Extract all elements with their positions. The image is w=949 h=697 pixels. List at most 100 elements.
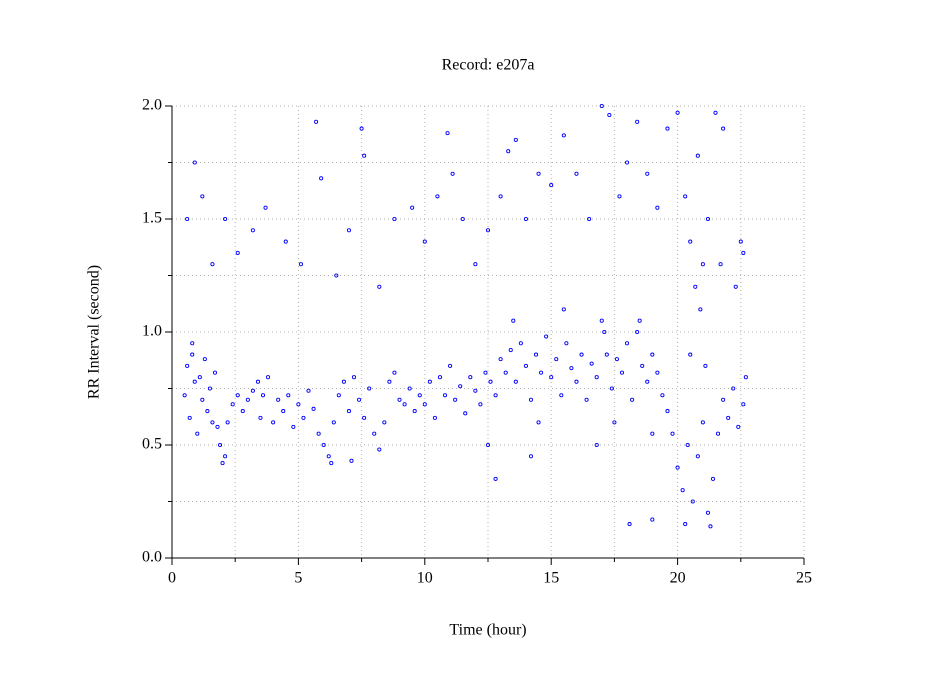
point bbox=[220, 461, 225, 466]
point bbox=[407, 386, 412, 391]
point bbox=[190, 341, 195, 346]
point bbox=[331, 420, 336, 425]
point bbox=[250, 388, 255, 393]
point bbox=[508, 348, 513, 353]
point bbox=[192, 160, 197, 165]
point bbox=[445, 131, 450, 136]
point bbox=[283, 239, 288, 244]
point bbox=[670, 431, 675, 436]
point bbox=[334, 273, 339, 278]
point bbox=[607, 112, 612, 118]
point bbox=[599, 318, 604, 323]
point bbox=[485, 442, 491, 448]
point bbox=[255, 379, 261, 384]
point bbox=[614, 357, 619, 362]
point bbox=[329, 461, 334, 466]
point bbox=[463, 411, 468, 416]
point bbox=[260, 393, 266, 398]
point bbox=[655, 205, 660, 210]
x-tick-label: 25 bbox=[796, 570, 812, 587]
point bbox=[235, 393, 240, 398]
point bbox=[402, 402, 407, 407]
point bbox=[223, 454, 228, 459]
point bbox=[473, 388, 478, 393]
point bbox=[655, 370, 660, 375]
point bbox=[569, 366, 574, 371]
point bbox=[298, 262, 303, 267]
point bbox=[319, 176, 324, 181]
point bbox=[427, 379, 432, 384]
point bbox=[645, 379, 650, 384]
point bbox=[382, 420, 387, 425]
x-tick-label: 10 bbox=[417, 570, 433, 587]
y-tick-label: 0.5 bbox=[142, 436, 162, 453]
point bbox=[488, 379, 493, 384]
point bbox=[683, 522, 688, 527]
point bbox=[367, 386, 372, 391]
point bbox=[627, 522, 632, 527]
point bbox=[665, 409, 670, 414]
point bbox=[579, 352, 584, 357]
point bbox=[650, 431, 655, 436]
point bbox=[703, 363, 708, 368]
point bbox=[422, 402, 427, 407]
x-tick-label: 20 bbox=[670, 570, 686, 587]
point bbox=[604, 352, 609, 357]
point bbox=[316, 431, 321, 436]
point bbox=[377, 447, 382, 452]
point bbox=[721, 126, 726, 131]
point bbox=[182, 393, 187, 398]
point bbox=[675, 110, 680, 115]
point bbox=[523, 363, 528, 368]
point bbox=[544, 334, 549, 339]
point bbox=[726, 415, 731, 420]
point bbox=[341, 379, 346, 384]
y-tick-label: 2.0 bbox=[142, 97, 162, 114]
point bbox=[528, 454, 534, 459]
point bbox=[498, 357, 503, 362]
point bbox=[624, 160, 630, 165]
x-tick-label: 15 bbox=[543, 570, 559, 587]
y-tick-label: 1.5 bbox=[142, 210, 162, 227]
point bbox=[539, 370, 544, 375]
point bbox=[708, 524, 713, 529]
point bbox=[619, 370, 625, 375]
point bbox=[599, 103, 604, 109]
point bbox=[230, 402, 235, 407]
point bbox=[549, 375, 554, 380]
point bbox=[589, 361, 594, 366]
point bbox=[207, 386, 212, 391]
point bbox=[688, 352, 693, 357]
point bbox=[200, 397, 205, 402]
point bbox=[513, 137, 518, 142]
point bbox=[448, 363, 453, 368]
point bbox=[205, 409, 210, 414]
point bbox=[738, 239, 743, 244]
point bbox=[705, 216, 710, 222]
chart-title: Record: e207a bbox=[442, 57, 535, 74]
point bbox=[498, 194, 503, 199]
point bbox=[731, 386, 736, 391]
point bbox=[314, 119, 319, 124]
point bbox=[442, 393, 448, 398]
point bbox=[372, 431, 377, 436]
point bbox=[693, 284, 698, 289]
point bbox=[321, 442, 326, 448]
point bbox=[190, 352, 195, 357]
point bbox=[266, 375, 271, 380]
point bbox=[202, 357, 207, 362]
point bbox=[192, 379, 197, 384]
point bbox=[245, 397, 250, 402]
point bbox=[458, 384, 463, 389]
point bbox=[225, 420, 230, 425]
point bbox=[665, 126, 670, 131]
point bbox=[612, 420, 617, 425]
point bbox=[301, 415, 306, 420]
point bbox=[362, 153, 367, 158]
point bbox=[695, 454, 700, 459]
point bbox=[523, 216, 528, 222]
point bbox=[594, 375, 599, 380]
point bbox=[276, 397, 281, 402]
point bbox=[387, 379, 392, 384]
